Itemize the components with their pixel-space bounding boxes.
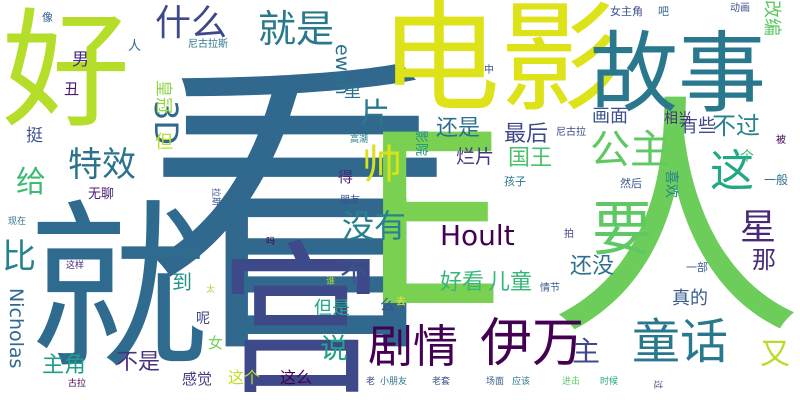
cloud-word: 最后 — [504, 122, 549, 147]
cloud-word: 被 — [776, 135, 786, 146]
cloud-word: 伊万 — [480, 314, 585, 374]
cloud-word: 片 — [360, 97, 390, 132]
cloud-word: 时候 — [600, 377, 619, 387]
cloud-word: 吧 — [658, 5, 669, 18]
cloud-word: 老 — [366, 377, 376, 387]
cloud-word: 动画 — [730, 3, 750, 14]
cloud-word: 小朋友 — [380, 377, 408, 387]
cloud-word: 喜欢 — [663, 170, 679, 198]
cloud-word: 不是 — [116, 350, 161, 375]
cloud-word: 国王 — [508, 146, 553, 171]
cloud-word: 过 — [652, 380, 662, 390]
cloud-word: 现在 — [8, 217, 27, 227]
cloud-word: 这样 — [66, 261, 85, 271]
cloud-word: 看 — [145, 34, 455, 395]
cloud-word: 比 — [2, 237, 36, 277]
cloud-word: 尼古拉斯 — [188, 39, 228, 50]
cloud-word: 一部 — [686, 261, 708, 274]
cloud-word: 到 — [172, 270, 192, 294]
cloud-word: 公主 — [590, 127, 670, 173]
cloud-word: 老套 — [432, 377, 451, 387]
cloud-word: 拉斯 — [210, 188, 220, 207]
cloud-word: 这个 — [228, 368, 261, 387]
cloud-word: 女主角 — [610, 5, 643, 18]
cloud-word: 尼古拉 — [556, 127, 586, 138]
cloud-word: 丑 — [64, 80, 80, 98]
cloud-word: 特效 — [68, 145, 136, 185]
cloud-word: 挺 — [26, 126, 43, 146]
cloud-word: 好看 — [440, 270, 485, 295]
cloud-word: 这 — [710, 146, 754, 197]
cloud-word: 然后 — [620, 177, 642, 190]
cloud-word: E — [360, 86, 509, 359]
cloud-word: 说 — [320, 332, 349, 365]
cloud-word: 人 — [128, 39, 142, 54]
cloud-word: 个 — [740, 149, 754, 165]
cloud-word: 人 — [548, 74, 800, 371]
cloud-word: 古拉 — [68, 379, 87, 389]
cloud-word: 有些 — [680, 116, 716, 137]
cloud-word: 就是 — [258, 7, 335, 51]
cloud-word: 不过 — [712, 112, 760, 140]
cloud-word: 还没 — [570, 254, 615, 279]
cloud-word: 高潮 — [350, 135, 369, 145]
cloud-word: 还是 — [436, 116, 481, 141]
cloud-word: 改编 — [761, 0, 782, 36]
cloud-word: 朋友 — [340, 195, 360, 206]
cloud-word: 又 — [760, 337, 790, 372]
cloud-word: 要 — [592, 195, 652, 265]
cloud-word: 画面 — [592, 106, 628, 127]
cloud-word: 男 — [72, 50, 89, 70]
cloud-word: 星 — [740, 207, 777, 248]
cloud-word: 去 — [396, 297, 406, 308]
cloud-word: 真的 — [672, 288, 708, 309]
cloud-word: 孩子 — [504, 175, 526, 188]
cloud-word: 影院 — [413, 130, 428, 157]
cloud-word: 就 — [28, 185, 209, 394]
cloud-word: 主 — [572, 335, 601, 368]
cloud-word: 不 — [340, 255, 369, 288]
cloud-word: 给 — [16, 165, 46, 200]
cloud-word: 进击 — [562, 377, 581, 387]
cloud-word: 吗 — [266, 237, 276, 247]
cloud-word: 一般 — [764, 173, 789, 187]
cloud-word: Nicholas — [5, 288, 27, 369]
cloud-word: 好 — [2, 0, 131, 146]
cloud-word: 中 — [484, 65, 494, 76]
cloud-word: 皇冠 — [153, 80, 173, 114]
cloud-word: 主角 — [42, 353, 87, 378]
cloud-word: 情节 — [540, 283, 560, 294]
cloud-word: 像 — [42, 11, 53, 24]
cloud-word: 帅 — [362, 142, 402, 188]
cloud-word: 谁 — [326, 277, 336, 287]
cloud-word: 但 — [155, 132, 173, 153]
cloud-word: 感觉 — [182, 370, 213, 388]
cloud-word: 没有 — [342, 207, 407, 245]
cloud-word: 宫 — [218, 226, 383, 400]
cloud-word: 童话 — [632, 314, 729, 370]
cloud-word: 场面 — [486, 377, 505, 387]
cloud-word: 呢 — [196, 311, 210, 327]
cloud-word: 么 — [380, 296, 396, 314]
cloud-word: 应该 — [512, 377, 531, 387]
cloud-word: 得 — [338, 168, 354, 186]
cloud-word: 这么 — [280, 368, 313, 387]
cloud-word: 电影 — [380, 0, 620, 129]
cloud-word: 相当 — [664, 111, 692, 127]
cloud-word: Hoult — [440, 219, 515, 252]
cloud-word: 儿童 — [488, 270, 533, 295]
cloud-word: 女 — [208, 334, 224, 352]
cloud-word: 烂片 — [456, 146, 495, 168]
cloud-word: 太 — [206, 285, 216, 295]
cloud-word: 拍 — [564, 229, 574, 240]
cloud-word: 故事 — [590, 22, 767, 125]
cloud-word: 里 — [344, 82, 361, 102]
cloud-word: 无聊 — [88, 187, 115, 202]
cloud-word: 什么 — [155, 3, 228, 44]
cloud-word: 那 — [752, 246, 776, 274]
cloud-word: 但是 — [314, 298, 350, 319]
cloud-word: 剧情 — [368, 320, 459, 373]
